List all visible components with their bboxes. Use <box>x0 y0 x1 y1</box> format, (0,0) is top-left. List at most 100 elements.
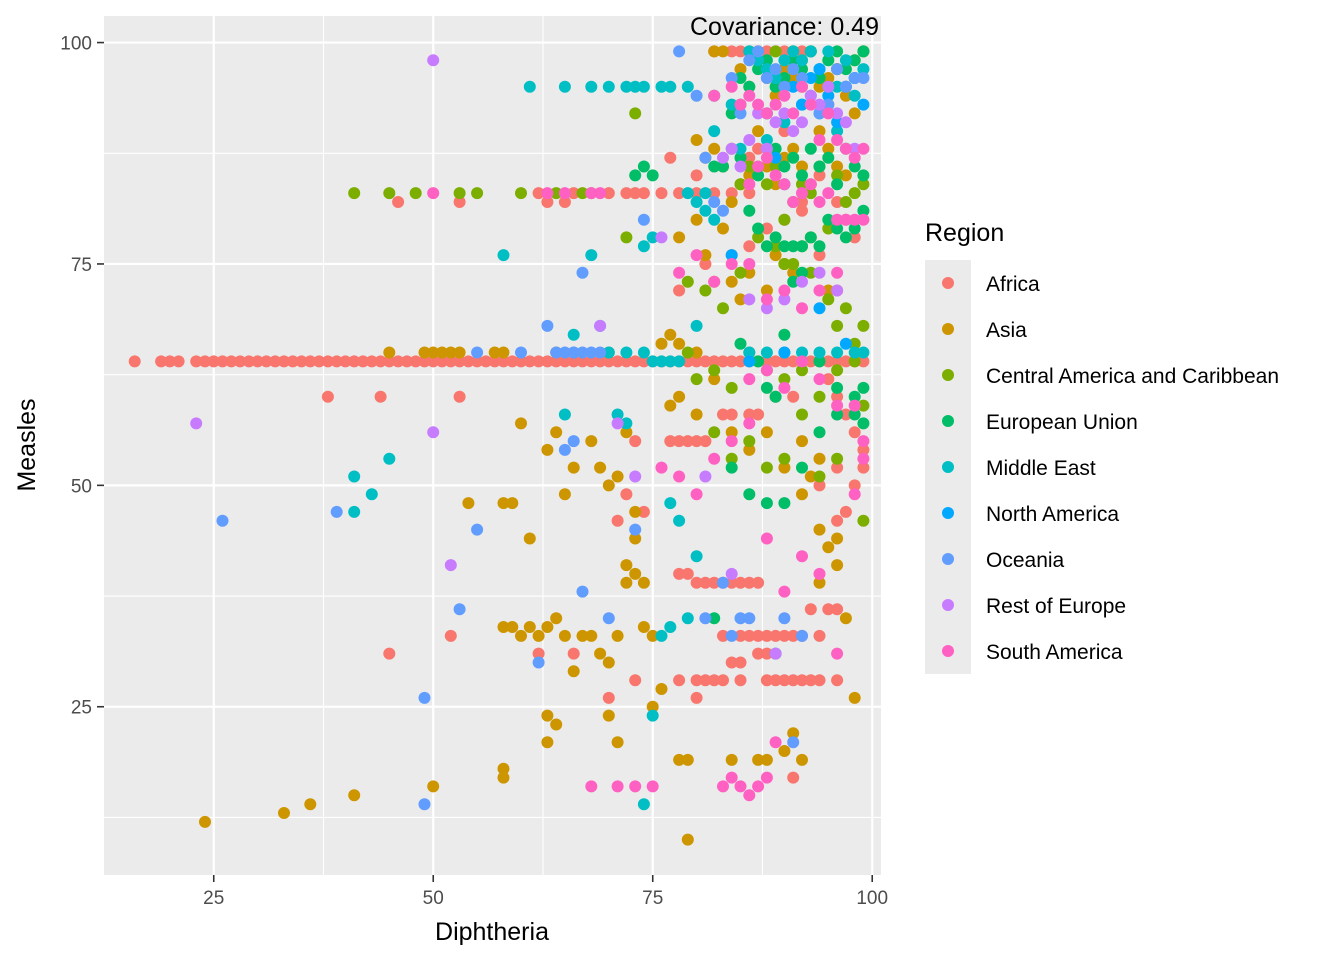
data-point <box>778 674 791 687</box>
data-point <box>796 355 808 368</box>
data-point <box>804 266 817 279</box>
data-point <box>734 674 747 687</box>
data-point <box>664 399 677 412</box>
data-point <box>629 80 642 93</box>
data-point <box>497 355 510 368</box>
legend-key-south-america <box>942 645 954 657</box>
data-point <box>699 435 712 448</box>
data-point <box>637 213 650 226</box>
data-point <box>532 647 545 660</box>
x-tick-label: 75 <box>642 888 663 909</box>
data-point <box>497 249 510 262</box>
data-point <box>831 80 844 93</box>
data-point <box>304 798 317 811</box>
data-point <box>787 390 800 403</box>
data-point <box>664 328 677 341</box>
data-point <box>690 576 703 589</box>
data-point <box>374 355 387 368</box>
data-point <box>602 80 615 93</box>
data-point <box>743 80 756 93</box>
data-point <box>760 72 773 84</box>
data-point <box>769 240 782 253</box>
data-point <box>541 187 554 200</box>
data-point <box>515 346 527 359</box>
data-point <box>743 178 756 191</box>
series-european-union <box>629 45 870 660</box>
data-point <box>813 567 826 580</box>
data-point <box>664 435 677 448</box>
data-point <box>857 417 870 430</box>
data-point <box>708 125 721 138</box>
data-point <box>453 603 466 616</box>
data-point <box>813 125 826 138</box>
data-point <box>787 240 800 253</box>
data-point <box>822 541 835 554</box>
data-point <box>848 231 861 244</box>
data-point <box>857 72 870 84</box>
data-point <box>550 426 563 439</box>
data-point <box>752 54 765 67</box>
data-point <box>637 240 650 253</box>
data-point <box>734 142 747 155</box>
data-point <box>673 231 686 244</box>
data-point <box>796 45 808 58</box>
data-point <box>831 346 844 359</box>
data-point <box>541 355 554 368</box>
data-point <box>787 629 800 642</box>
data-point <box>620 355 633 368</box>
data-point <box>717 674 729 687</box>
data-point <box>804 470 817 483</box>
data-point <box>690 373 703 386</box>
data-point <box>778 328 791 341</box>
data-point <box>813 355 826 368</box>
data-point <box>734 266 747 279</box>
y-tick-label: 50 <box>71 476 92 497</box>
data-point <box>655 629 668 642</box>
data-point <box>769 178 782 191</box>
legend-key-north-america <box>942 507 954 519</box>
data-point <box>708 187 721 200</box>
data-point <box>532 629 545 642</box>
data-point <box>796 461 808 474</box>
data-point <box>752 222 765 235</box>
data-point <box>848 390 861 403</box>
data-point <box>471 346 484 359</box>
data-point <box>708 213 721 226</box>
data-point <box>831 134 844 146</box>
data-point <box>787 54 800 67</box>
data-point <box>760 753 773 766</box>
data-point <box>857 452 870 465</box>
data-point <box>752 753 765 766</box>
data-point <box>199 355 211 368</box>
data-point <box>752 98 765 111</box>
data-point <box>848 479 861 492</box>
data-point <box>796 178 808 191</box>
data-point <box>708 89 721 102</box>
data-point <box>769 98 782 111</box>
data-point <box>804 355 817 368</box>
data-point <box>734 656 747 669</box>
data-point <box>585 80 598 93</box>
data-point <box>848 691 861 704</box>
data-point <box>567 346 580 359</box>
data-point <box>558 443 571 456</box>
data-point <box>857 178 870 191</box>
data-point <box>796 266 808 279</box>
data-point <box>813 452 826 465</box>
data-point <box>769 674 782 687</box>
legend-key-africa <box>942 277 954 289</box>
data-point <box>655 337 668 350</box>
data-point <box>839 169 852 182</box>
data-point <box>848 107 861 120</box>
y-tick-label: 100 <box>60 34 92 55</box>
data-point <box>769 116 782 129</box>
data-point <box>796 364 808 377</box>
data-point <box>673 355 686 368</box>
data-point <box>190 355 203 368</box>
data-point <box>743 346 756 359</box>
data-point <box>392 355 405 368</box>
data-point <box>778 381 791 394</box>
data-point <box>725 80 738 93</box>
data-point <box>664 151 677 164</box>
